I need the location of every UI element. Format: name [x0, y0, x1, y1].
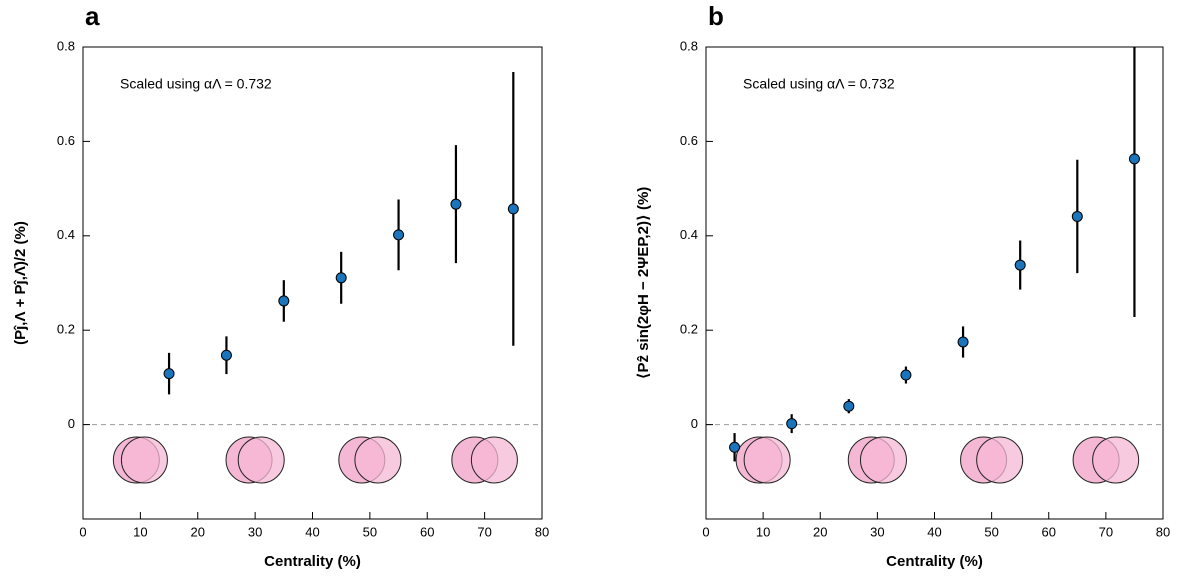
point	[220, 349, 232, 361]
x-axis-label: Centrality (%)	[264, 553, 361, 570]
point	[393, 229, 405, 241]
point	[1071, 210, 1083, 222]
x-tick-label: 0	[702, 524, 709, 539]
x-axis-label: Centrality (%)	[886, 553, 983, 570]
x-tick-label: 10	[756, 524, 770, 539]
y-tick-label: 0.6	[680, 133, 698, 148]
x-tick-label: 40	[927, 524, 941, 539]
x-tick-label: 50	[984, 524, 998, 539]
y-tick-label: 0.6	[57, 133, 75, 148]
x-tick-label: 30	[870, 524, 884, 539]
nucleus	[1092, 436, 1140, 484]
x-tick-label: 20	[191, 524, 205, 539]
point	[507, 203, 519, 215]
plot-area	[163, 72, 519, 395]
x-tick-label: 30	[248, 524, 262, 539]
x-tick-label: 80	[1156, 524, 1170, 539]
annotation: Scaled using αΛ = 0.732	[120, 76, 272, 92]
y-tick-label: 0	[691, 416, 698, 431]
point	[900, 369, 912, 381]
point	[450, 198, 462, 210]
nucleus	[743, 436, 791, 484]
point	[1014, 259, 1026, 271]
point	[729, 441, 741, 453]
y-tick-label: 0.8	[57, 38, 75, 53]
y-tick-label: 0.8	[680, 38, 698, 53]
x-tick-label: 70	[477, 524, 491, 539]
nucleus	[354, 436, 402, 484]
y-tick-label: 0.4	[57, 227, 75, 242]
x-tick-label: 70	[1099, 524, 1113, 539]
nucleus	[237, 436, 285, 484]
y-axis-label: ⟨Pẑ sin(2φH − 2ΨEP,2)⟩ (%)	[635, 187, 652, 380]
y-tick-label: 0.2	[680, 322, 698, 337]
nucleus	[976, 436, 1024, 484]
panel-label: b	[708, 1, 724, 31]
annotation: Scaled using αΛ = 0.732	[743, 76, 895, 92]
point	[957, 336, 969, 348]
x-tick-label: 40	[305, 524, 319, 539]
x-tick-label: 10	[133, 524, 147, 539]
y-tick-label: 0	[68, 416, 75, 431]
x-tick-label: 50	[363, 524, 377, 539]
plot-area	[729, 47, 1140, 462]
y-tick-label: 0.2	[57, 322, 75, 337]
panel-label: a	[85, 1, 100, 31]
x-tick-label: 20	[813, 524, 827, 539]
x-tick-label: 0	[79, 524, 86, 539]
point	[163, 368, 175, 380]
point	[786, 418, 798, 430]
x-tick-label: 80	[535, 524, 549, 539]
point	[278, 295, 290, 307]
nucleus	[470, 436, 518, 484]
point	[1128, 153, 1140, 165]
y-tick-label: 0.4	[680, 227, 698, 242]
nucleus	[859, 436, 907, 484]
x-tick-label: 60	[420, 524, 434, 539]
nucleus	[120, 436, 168, 484]
point	[335, 272, 347, 284]
point	[843, 400, 855, 412]
x-tick-label: 60	[1042, 524, 1056, 539]
y-axis-label: (Pĵ,Λ + Pĵ,Λ̄)/2 (%)	[12, 221, 29, 345]
